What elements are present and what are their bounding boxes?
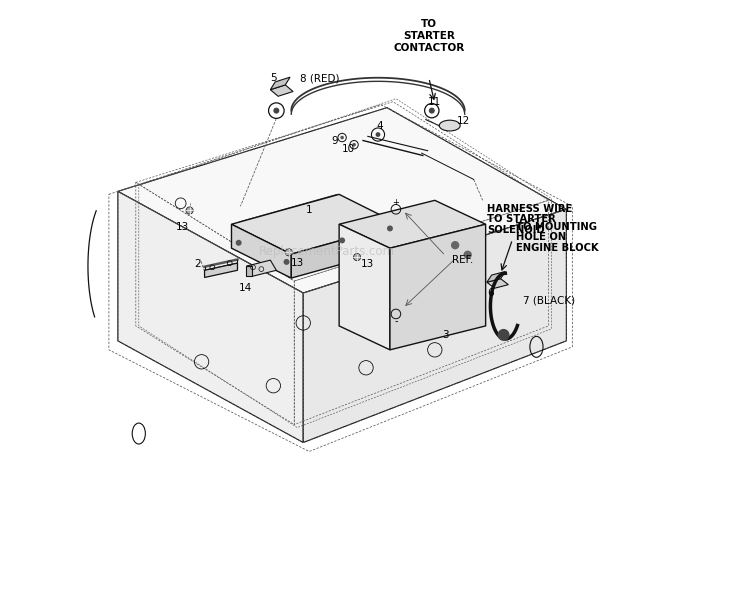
Text: 5: 5 — [270, 73, 277, 83]
Text: 3: 3 — [442, 330, 449, 340]
Polygon shape — [291, 224, 399, 278]
Circle shape — [451, 241, 459, 249]
Text: 14: 14 — [238, 283, 252, 293]
Text: SOLENOID: SOLENOID — [487, 225, 544, 234]
Text: REF.: REF. — [452, 255, 472, 265]
Polygon shape — [247, 266, 253, 276]
Circle shape — [339, 237, 345, 243]
Text: 11: 11 — [428, 97, 442, 106]
Circle shape — [376, 132, 380, 137]
Text: TO MOUNTING: TO MOUNTING — [515, 222, 596, 232]
Text: TO STARTER: TO STARTER — [487, 215, 556, 224]
Polygon shape — [232, 224, 291, 278]
Text: CONTACTOR: CONTACTOR — [393, 43, 464, 53]
Polygon shape — [270, 77, 290, 90]
Polygon shape — [205, 263, 238, 277]
Polygon shape — [390, 224, 486, 350]
Circle shape — [285, 249, 292, 256]
Text: 9: 9 — [331, 136, 338, 145]
Text: 13: 13 — [291, 258, 304, 268]
Text: ENGINE BLOCK: ENGINE BLOCK — [515, 243, 598, 252]
Circle shape — [236, 240, 242, 246]
Text: 10: 10 — [341, 145, 355, 154]
Text: +: + — [392, 197, 399, 207]
Text: 7 (BLACK): 7 (BLACK) — [524, 295, 575, 305]
Circle shape — [340, 136, 344, 139]
Text: HARNESS WIRE: HARNESS WIRE — [487, 205, 572, 214]
Circle shape — [186, 207, 194, 214]
Polygon shape — [247, 260, 276, 276]
Text: HOLE ON: HOLE ON — [515, 233, 566, 242]
Circle shape — [273, 108, 279, 114]
Text: STARTER: STARTER — [403, 31, 454, 41]
Polygon shape — [118, 108, 566, 293]
Text: 6: 6 — [487, 288, 494, 298]
Text: 4: 4 — [376, 121, 383, 130]
Polygon shape — [339, 224, 390, 350]
Circle shape — [497, 329, 509, 341]
Text: 8 (RED): 8 (RED) — [300, 74, 340, 84]
Circle shape — [429, 108, 435, 114]
Text: ReplacementParts.com: ReplacementParts.com — [260, 245, 395, 258]
Text: TO: TO — [421, 19, 436, 29]
Circle shape — [284, 259, 290, 265]
Polygon shape — [118, 191, 303, 443]
Circle shape — [353, 254, 361, 261]
Polygon shape — [339, 200, 486, 248]
Text: -: - — [394, 316, 398, 326]
Polygon shape — [487, 271, 506, 282]
Text: 13: 13 — [362, 260, 374, 269]
Polygon shape — [270, 85, 293, 96]
Text: 1: 1 — [306, 206, 313, 215]
Polygon shape — [303, 209, 566, 443]
Polygon shape — [487, 279, 508, 288]
Text: 13: 13 — [176, 222, 189, 232]
Polygon shape — [232, 194, 399, 254]
Circle shape — [464, 251, 472, 259]
Text: 12: 12 — [456, 116, 470, 126]
Circle shape — [352, 143, 356, 147]
Circle shape — [387, 225, 393, 231]
Text: 2: 2 — [194, 260, 201, 269]
Ellipse shape — [440, 120, 460, 131]
